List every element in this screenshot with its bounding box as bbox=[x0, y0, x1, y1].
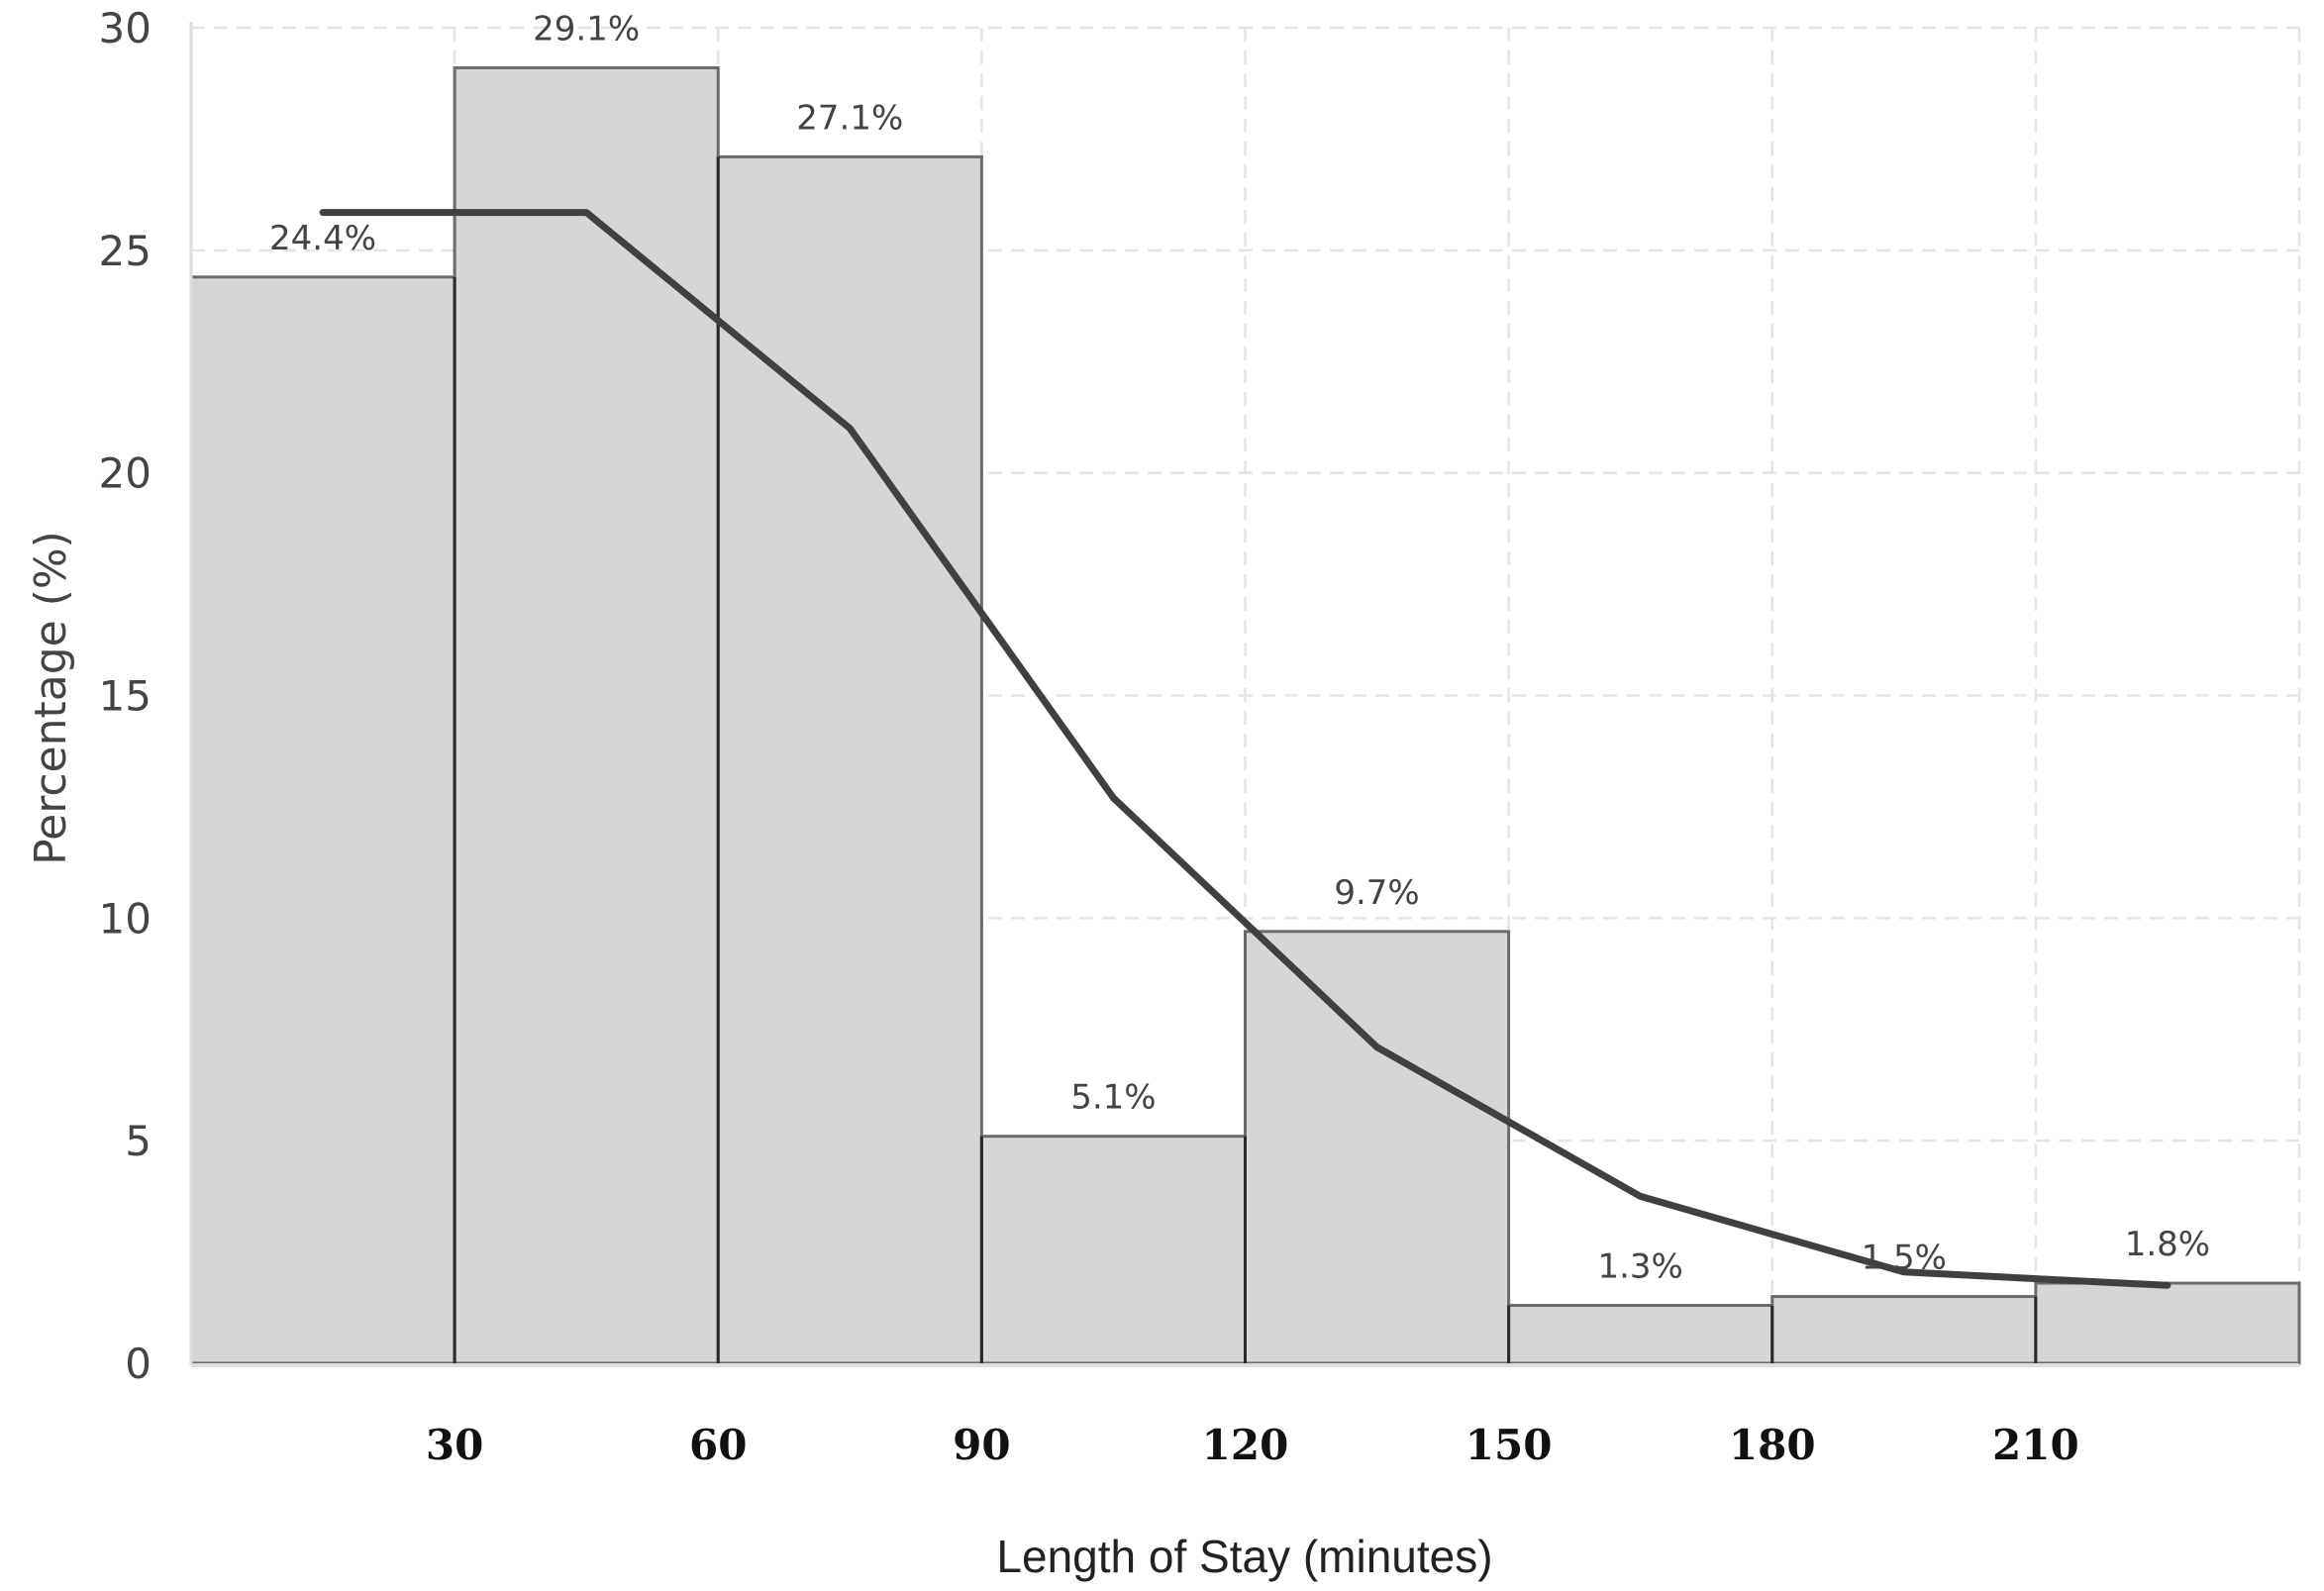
bar-value-label: 9.7% bbox=[1334, 873, 1419, 913]
x-tick-label: 60 bbox=[689, 1421, 747, 1469]
x-tick-label: 30 bbox=[426, 1421, 483, 1469]
bar-value-label: 5.1% bbox=[1070, 1078, 1156, 1118]
bar-value-label: 1.5% bbox=[1862, 1239, 1947, 1278]
bar-value-label: 29.1% bbox=[533, 9, 640, 49]
histogram-bar bbox=[979, 1135, 1247, 1365]
y-tick-label: 15 bbox=[99, 672, 152, 721]
histogram-bar bbox=[1770, 1295, 2038, 1365]
y-tick-label: 0 bbox=[125, 1340, 152, 1388]
trend-line bbox=[319, 209, 2172, 1289]
x-axis-title: Length of Stay (minutes) bbox=[996, 1531, 1492, 1582]
y-axis-title: Percentage (%) bbox=[26, 531, 76, 865]
histogram-bar bbox=[2034, 1281, 2301, 1365]
tick-labels: 0 5 10 15 20 25 30 30 60 90 120 150 180 210 bbox=[99, 4, 2079, 1469]
y-tick-label: 25 bbox=[99, 227, 152, 275]
y-tick-label: 5 bbox=[125, 1117, 152, 1165]
bar-value-label: 27.1% bbox=[796, 98, 903, 138]
bar-value-label: 1.3% bbox=[1597, 1247, 1682, 1287]
histogram-bar bbox=[1244, 930, 1511, 1365]
x-tick-label: 150 bbox=[1465, 1421, 1553, 1469]
histogram-bar bbox=[1507, 1304, 1774, 1365]
y-tick-label: 10 bbox=[99, 894, 152, 943]
y-tick-label: 20 bbox=[99, 449, 152, 498]
x-tick-label: 90 bbox=[953, 1421, 1010, 1469]
y-tick-label: 30 bbox=[99, 4, 152, 52]
x-tick-label: 120 bbox=[1202, 1421, 1289, 1469]
histogram-bar bbox=[189, 275, 456, 1365]
bar-value-label: 24.4% bbox=[269, 219, 376, 258]
x-tick-label: 180 bbox=[1729, 1421, 1816, 1469]
trend-line-layer bbox=[319, 209, 2172, 1289]
x-tick-label: 210 bbox=[1992, 1421, 2079, 1469]
bar-value-labels: 24.4% 29.1% 27.1% 5.1% 9.7% 1.3% 1.5% 1.8% bbox=[269, 9, 2210, 1286]
histogram-bar bbox=[716, 154, 983, 1365]
histogram-bar bbox=[453, 65, 720, 1365]
axes bbox=[189, 22, 2299, 1367]
bar-value-label: 1.8% bbox=[2125, 1225, 2210, 1264]
